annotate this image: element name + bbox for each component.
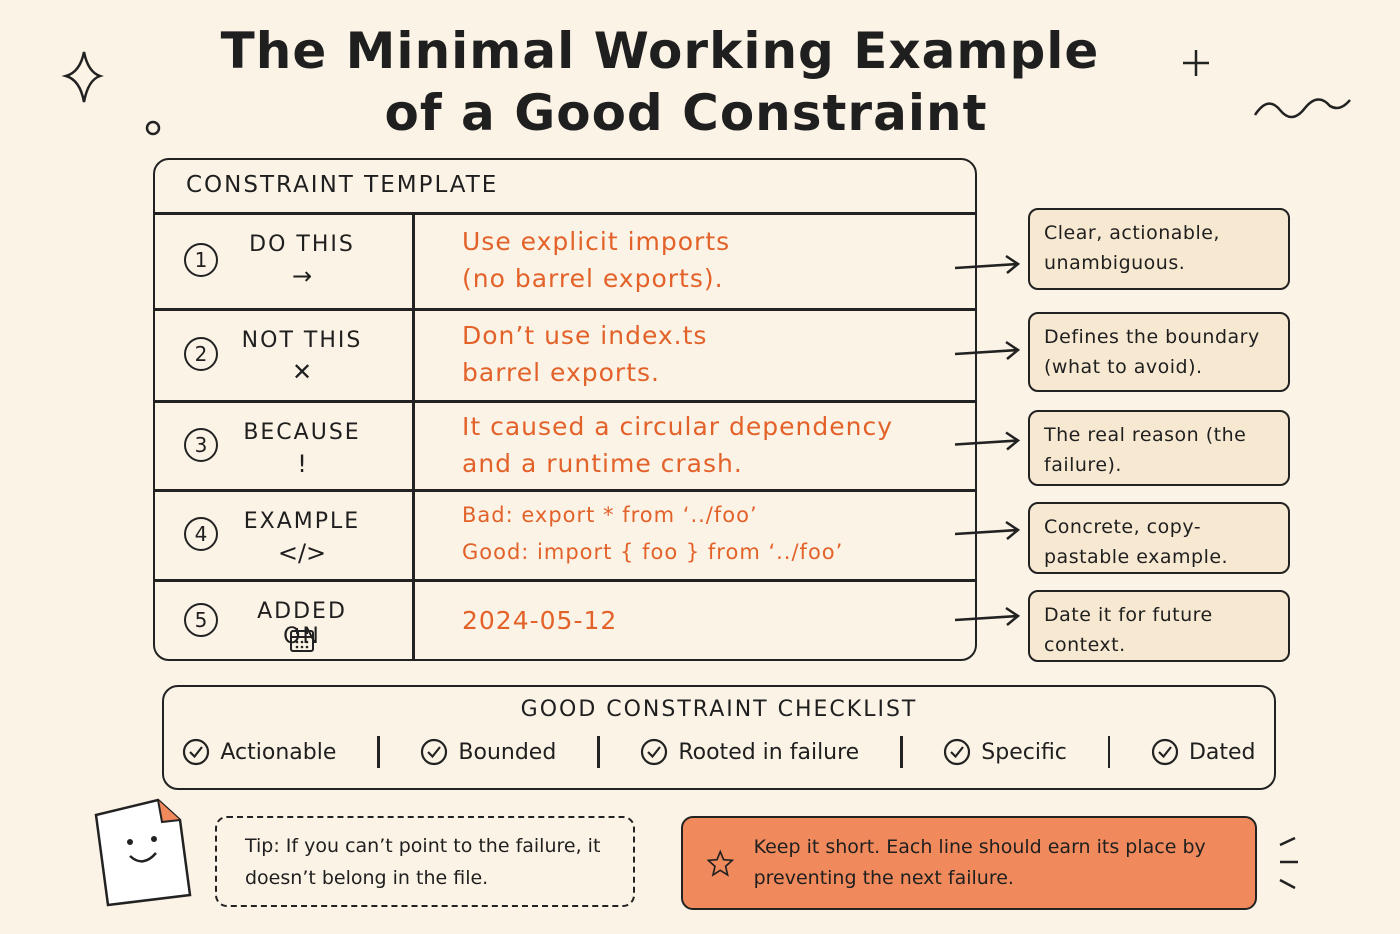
check-item: Actionable: [182, 738, 336, 766]
content-line: Good: import { foo } from ‘../foo’: [462, 540, 844, 564]
row-note: Date it for future context.: [1028, 590, 1290, 662]
content-line: (no barrel exports).: [462, 264, 724, 293]
check-text: Rooted in failure: [678, 739, 860, 765]
row-rule: [153, 489, 977, 492]
content-line: Use explicit imports: [462, 227, 731, 256]
row-number: 2: [184, 337, 218, 371]
row-number: 3: [184, 427, 218, 462]
row-label: NOT THIS: [241, 328, 363, 353]
separator: [377, 736, 380, 768]
template-table: [153, 158, 977, 661]
row-label: BECAUSE: [243, 420, 361, 445]
row-content: It caused a circular dependency and a run…: [462, 408, 893, 482]
row-rule: [153, 579, 977, 582]
plus: [1183, 50, 1209, 76]
content-line: 2024-05-12: [462, 605, 618, 635]
row-rule: [153, 308, 977, 311]
dot: [145, 120, 161, 136]
row-rule: [153, 212, 977, 215]
check-icon: [1151, 738, 1179, 766]
calendar-icon: [289, 627, 315, 657]
check-item: Specific: [943, 738, 1067, 766]
row-content: 2024-05-12: [462, 602, 617, 639]
row-content: Use explicit imports (no barrel exports).: [462, 223, 730, 297]
row-icon: !: [297, 450, 307, 478]
title-line: of a Good Constraint: [384, 84, 988, 142]
row-note: Concrete, copy-pastable example.: [1028, 502, 1290, 574]
emphasis-lines: [1279, 836, 1298, 890]
content-line: and a runtime crash.: [462, 448, 743, 478]
checklist-box: [162, 685, 1276, 790]
doc-doodle: [94, 798, 192, 907]
row-note: Defines the boundary (what to avoid).: [1028, 312, 1290, 392]
row-number: 4: [184, 517, 218, 551]
check-icon: [421, 738, 448, 766]
sparkle: [61, 51, 104, 103]
checklist-items: Actionable Bounded Rooted in failure Specif…: [162, 736, 1276, 768]
star-icon: [707, 849, 734, 877]
check-text: Specific: [981, 739, 1067, 765]
tip-box: Tip: If you can’t point to the failure, …: [215, 816, 635, 907]
check-item: Bounded: [420, 738, 556, 766]
row-label: EXAMPLE: [243, 509, 361, 534]
separator: [597, 736, 600, 768]
check-item: Rooted in failure: [640, 738, 859, 766]
row-icon: ✕: [291, 358, 313, 386]
check-item: Dated: [1151, 738, 1256, 766]
check-icon: [183, 738, 210, 766]
row-note: The real reason (the failure).: [1028, 410, 1290, 486]
squiggle: [1253, 98, 1351, 119]
separator: [900, 736, 903, 768]
check-text: Dated: [1188, 739, 1256, 765]
column-divider: [412, 212, 415, 661]
row-number: 1: [184, 243, 218, 277]
check-text: Actionable: [220, 739, 337, 765]
row-label: DO THIS: [249, 232, 355, 257]
separator: [1107, 736, 1111, 768]
check-text: Bounded: [458, 739, 557, 765]
check-icon: [641, 738, 668, 766]
content-line: Bad: export * from ‘../foo’: [462, 503, 758, 527]
row-icon: →: [291, 262, 313, 290]
content-line: Don’t use index.ts: [462, 321, 708, 350]
content-line: barrel exports.: [462, 358, 660, 387]
row-rule: [153, 400, 977, 403]
callout-text: Keep it short. Each line should earn its…: [753, 836, 1206, 889]
content-line: It caused a circular dependency: [462, 411, 893, 441]
row-content: Bad: export * from ‘../foo’ Good: import …: [462, 497, 843, 571]
title-line: The Minimal Working Example: [220, 22, 1100, 80]
row-number: 5: [184, 603, 218, 637]
row-note: Clear, actionable, unambiguous.: [1028, 208, 1290, 290]
check-icon: [944, 738, 971, 766]
checklist-title: GOOD CONSTRAINT CHECKLIST: [520, 697, 918, 722]
template-heading: CONSTRAINT TEMPLATE: [186, 172, 499, 198]
row-content: Don’t use index.ts barrel exports.: [462, 317, 707, 391]
callout-box: Keep it short. Each line should earn its…: [681, 816, 1257, 910]
row-icon: </>: [277, 539, 327, 567]
